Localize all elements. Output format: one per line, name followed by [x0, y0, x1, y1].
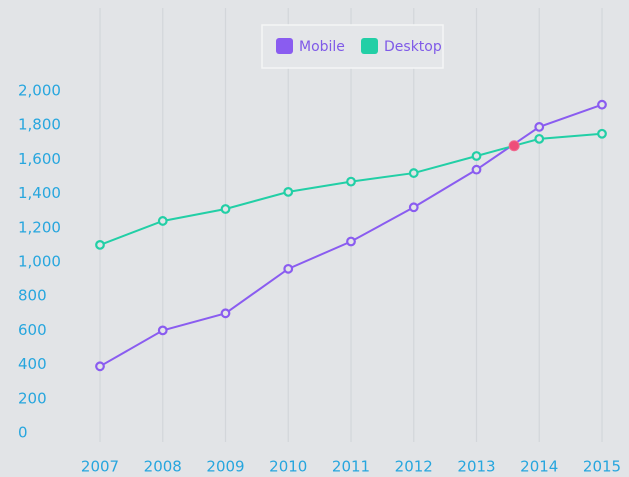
point: [283, 263, 294, 274]
legend-swatch: [276, 38, 293, 54]
point: [408, 168, 419, 178]
x-tick-label: 2013: [457, 458, 495, 476]
highlight-point: [508, 140, 520, 152]
point: [471, 164, 482, 175]
x-tick-label: 2014: [520, 458, 558, 476]
y-tick-label: 1,600: [18, 150, 61, 168]
legend-label: Desktop: [384, 39, 442, 55]
y-tick-label: 1,000: [18, 253, 61, 271]
x-tick-label: 2011: [332, 458, 370, 476]
y-tick-label: 600: [18, 321, 47, 339]
y-tick-label: 1,800: [18, 116, 61, 134]
x-tick-label: 2012: [395, 458, 433, 476]
point: [534, 133, 545, 144]
point: [597, 99, 607, 110]
y-tick-label: 800: [18, 287, 47, 305]
point: [157, 216, 168, 226]
point: [283, 186, 294, 197]
point: [346, 236, 356, 247]
point: [220, 204, 231, 214]
point: [471, 151, 482, 161]
y-tick-label: 0: [18, 424, 28, 442]
x-tick-label: 2010: [269, 458, 307, 476]
point: [220, 308, 231, 319]
point: [534, 122, 545, 132]
point: [597, 128, 607, 139]
legend-swatch: [361, 38, 378, 54]
point: [346, 176, 356, 187]
y-tick-label: 1,200: [18, 218, 61, 236]
y-tick-label: 2,000: [18, 82, 61, 100]
point: [95, 239, 105, 250]
legend-label: Mobile: [299, 39, 345, 55]
x-tick-label: 2009: [206, 458, 244, 476]
point: [157, 325, 168, 336]
y-tick-label: 200: [18, 389, 47, 407]
y-tick-label: 400: [18, 355, 47, 373]
point: [408, 202, 419, 213]
x-tick-label: 2007: [81, 458, 119, 476]
y-tick-label: 1,400: [18, 184, 61, 202]
x-tick-label: 2015: [583, 458, 621, 476]
point: [95, 361, 105, 372]
x-tick-label: 2008: [144, 458, 182, 476]
